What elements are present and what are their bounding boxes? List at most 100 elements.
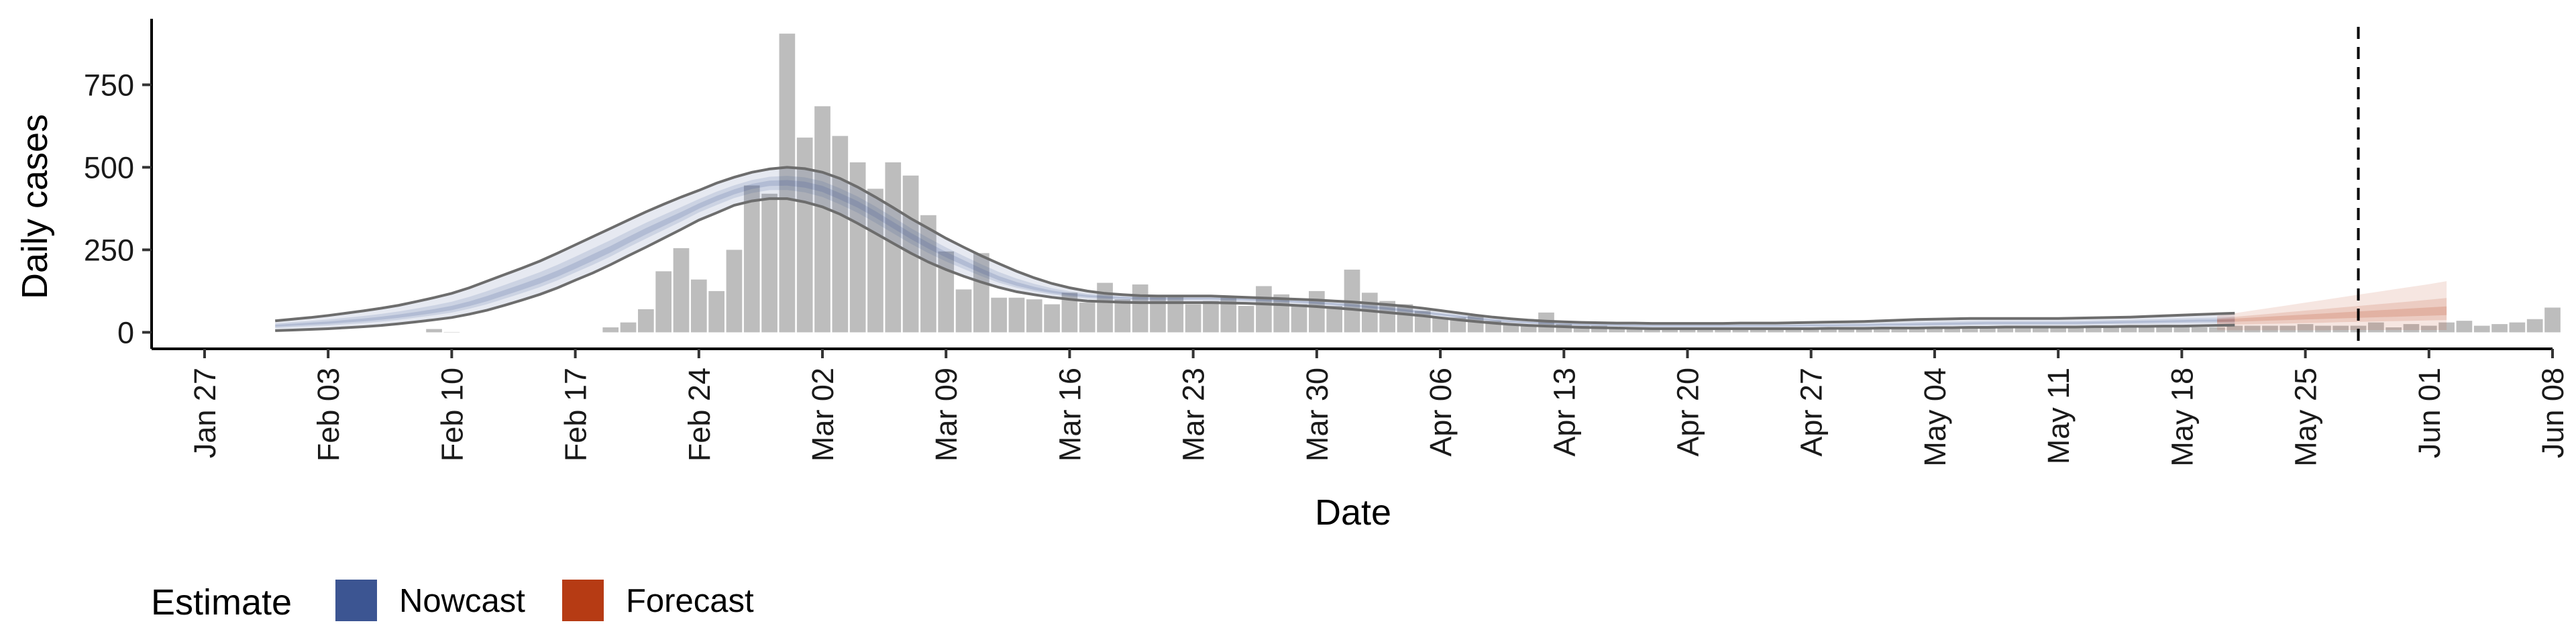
reported-cases-bar [655, 271, 672, 333]
reported-cases-bar [1397, 304, 1413, 333]
axes: 0 250 500 750 Jan 27 Feb 03 Feb 10 Feb 17 Feb 24… [84, 19, 2570, 467]
reported-cases-bar [1432, 317, 1448, 333]
reported-cases-bar [2244, 325, 2261, 333]
reported-cases-bar [2491, 324, 2508, 333]
x-tick-label: Apr 27 [1794, 368, 1829, 457]
reported-cases-bar [690, 279, 707, 333]
reported-cases-bar [726, 250, 743, 333]
reported-cases-bar [2420, 325, 2437, 333]
reported-cases-bar [1662, 328, 1678, 333]
reported-cases-bar [1061, 292, 1078, 333]
reported-cases-bar [1768, 329, 1784, 333]
reported-cases-bar [2138, 327, 2155, 333]
reported-cases-bar [2121, 327, 2137, 333]
reported-cases-bar [2262, 325, 2278, 333]
reported-cases-bar [2315, 325, 2331, 333]
y-axis-title: Daily cases [15, 114, 55, 299]
reported-cases-bar [1715, 329, 1731, 333]
reported-cases-bar [2050, 327, 2066, 333]
x-tick-label: Mar 09 [929, 368, 963, 462]
reported-cases-bar [2032, 328, 2049, 333]
x-tick-label: Apr 13 [1547, 368, 1581, 457]
forecast-ribbon-90 [2217, 281, 2447, 331]
estimate-ribbons [275, 167, 2447, 331]
reported-cases-bar [2209, 327, 2225, 333]
reported-cases-bar [1697, 329, 1713, 333]
legend-label-nowcast: Nowcast [399, 583, 525, 619]
forecast-ribbon-20 [2217, 306, 2447, 323]
x-tick-label: Feb 17 [559, 368, 593, 462]
reported-cases-bar [1150, 296, 1166, 333]
reported-cases-bar [796, 138, 813, 333]
legend-title: Estimate [151, 582, 292, 623]
reported-cases-bar [1520, 325, 1537, 333]
reported-cases-bar [1980, 327, 1996, 333]
nowcast-lower-line [275, 197, 2235, 332]
reported-cases-bar [1750, 329, 1766, 333]
reported-cases-bar [1962, 327, 1978, 333]
reported-cases-bar [2438, 322, 2455, 333]
legend-label-forecast: Forecast [626, 583, 754, 619]
reported-cases-bar [1256, 286, 1272, 333]
reported-cases-bar [2332, 325, 2349, 333]
reported-cases-bar [2279, 325, 2296, 333]
reported-cases-bar [1097, 282, 1113, 333]
x-tick-label: Jun 08 [2536, 368, 2570, 458]
reported-cases-bar [1609, 327, 1625, 333]
y-tick-label: 0 [117, 315, 134, 350]
reported-cases-bars [426, 34, 2561, 333]
legend: Estimate Nowcast Forecast [151, 580, 754, 623]
reported-cases-bar [2068, 327, 2084, 333]
x-tick-label: Mar 02 [806, 368, 840, 462]
y-tick-label: 750 [84, 68, 134, 102]
reported-cases-bar [2473, 325, 2490, 333]
reported-cases-bar [2403, 324, 2420, 333]
reported-cases-bar [867, 189, 883, 333]
reported-cases-bar [779, 34, 796, 333]
x-tick-label: May 25 [2289, 368, 2323, 467]
x-tick-label: Apr 06 [1424, 368, 1458, 457]
reported-cases-bar [2526, 319, 2543, 333]
reported-cases-bar [1326, 306, 1343, 333]
x-tick-label: Apr 20 [1671, 368, 1705, 457]
reported-cases-bar [1626, 327, 1643, 333]
reported-cases-bar [2156, 325, 2172, 333]
reported-cases-bar [2015, 328, 2031, 333]
reported-cases-bar [991, 297, 1008, 333]
x-tick-label: May 18 [2165, 368, 2199, 467]
reported-cases-bar [1203, 301, 1219, 333]
reported-cases-bar [1732, 329, 1749, 333]
reported-cases-bar [2509, 322, 2526, 333]
legend-swatch-nowcast [335, 580, 377, 621]
reported-cases-bar [1874, 329, 1890, 333]
x-tick-label: Jan 27 [188, 368, 222, 458]
estimate-bound-lines [275, 166, 2235, 332]
reported-cases-bar [1856, 329, 1872, 333]
forecast-ribbon-50 [2217, 298, 2447, 325]
reported-cases-bar [2544, 307, 2561, 333]
reported-cases-bar [1238, 306, 1254, 333]
reported-cases-bar [2367, 322, 2384, 333]
legend-swatch-forecast [562, 580, 604, 621]
reported-cases-bar [761, 193, 777, 333]
reported-cases-bar [602, 327, 619, 333]
reported-cases-bar [620, 322, 637, 333]
reported-cases-bar [1008, 297, 1025, 333]
reported-cases-bar [1679, 328, 1696, 333]
reported-cases-bar [1132, 284, 1148, 333]
reported-cases-bar [2226, 325, 2243, 333]
reported-cases-bar [1309, 290, 1325, 333]
reported-cases-bar [426, 329, 442, 333]
x-tick-label: Mar 23 [1177, 368, 1211, 462]
reported-cases-bar [638, 309, 654, 333]
reported-cases-bar [1927, 327, 1943, 333]
reported-cases-bar [955, 289, 972, 333]
reported-cases-bar [849, 162, 866, 333]
reported-cases-bar [973, 253, 989, 333]
reported-cases-bar [2191, 327, 2208, 333]
reported-cases-bar [673, 248, 690, 333]
reported-cases-bar [1220, 297, 1237, 333]
reported-cases-bar [1891, 329, 1908, 333]
x-tick-label: May 04 [1918, 368, 1952, 467]
